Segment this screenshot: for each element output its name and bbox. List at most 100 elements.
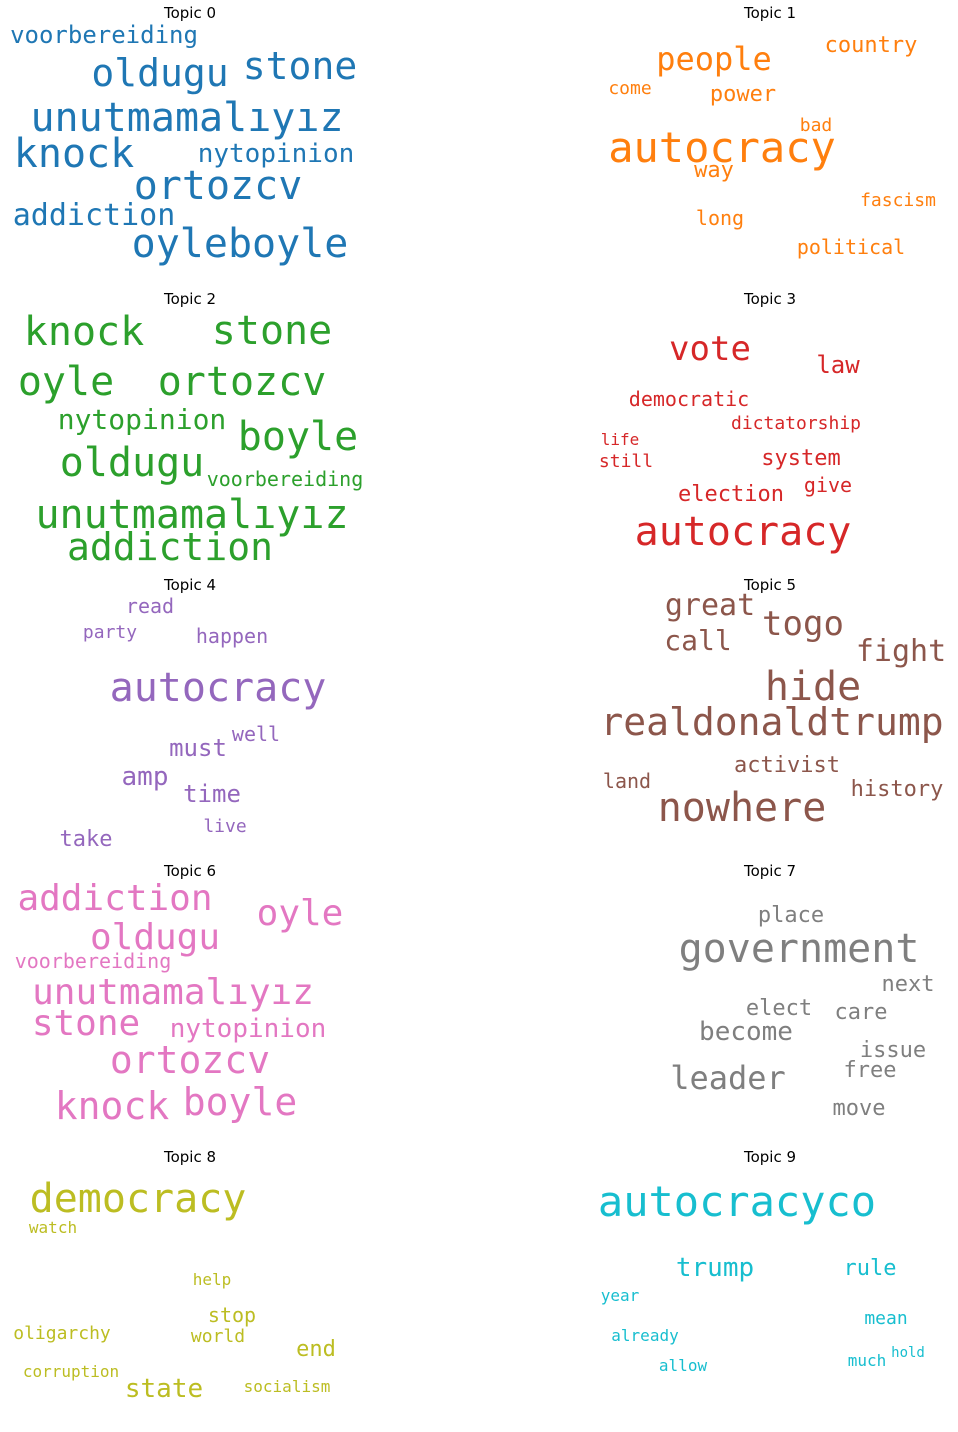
topic-title: Topic 0 (163, 4, 217, 22)
cloud-word: great (664, 588, 756, 623)
cloud-word: ortozcv (109, 1038, 271, 1082)
cloud-word: issue (859, 1038, 927, 1063)
topic-title: Topic 5 (743, 576, 797, 594)
cloud-word: system (761, 446, 841, 471)
topic-title: Topic 7 (743, 862, 797, 880)
cloud-word: boyle (237, 414, 359, 460)
cloud-word: history (850, 777, 944, 802)
cloud-word: ortozcv (157, 359, 327, 405)
topic-panel: Topic 4 autocracy read party happen must well a… (0, 572, 380, 852)
topic-title: Topic 2 (163, 290, 217, 308)
cloud-word: autocracy (634, 509, 852, 555)
cloud-word: bad (799, 115, 833, 136)
cloud-word: election (678, 482, 784, 507)
cloud-word: watch (28, 1218, 78, 1237)
cloud-word: nytopinion (57, 403, 227, 436)
cloud-word: knock (54, 1084, 170, 1128)
cloud-word: socialism (243, 1377, 331, 1396)
cloud-word: world (190, 1326, 246, 1347)
cloud-word: government (678, 926, 920, 972)
cloud-word: read (125, 594, 175, 618)
cloud-word: mean (864, 1308, 908, 1329)
topic-panel: Topic 3 autocracy vote law democratic dictato… (580, 286, 958, 566)
topic-panel: Topic 7 government place next elect care becom… (580, 858, 958, 1138)
cloud-word: year (600, 1286, 640, 1305)
cloud-word: state (124, 1374, 204, 1404)
cloud-word: much (847, 1351, 887, 1370)
cloud-word: boyle (182, 1080, 298, 1124)
topic-panel: Topic 6 addiction oyle oldugu voorbereiding u… (0, 858, 380, 1138)
cloud-word: democratic (628, 387, 750, 411)
cloud-word: unutmamalıyız (30, 95, 344, 141)
cloud-word: time (183, 780, 241, 808)
cloud-word: move (832, 1096, 886, 1121)
cloud-word: life (600, 430, 640, 449)
cloud-word: oligarchy (13, 1323, 111, 1344)
topic-panel: Topic 5 hide realdonaldtrump nowhere great to… (580, 572, 958, 852)
topic-panel: Topic 9 autocracyco trump rule year mean alrea… (580, 1144, 958, 1424)
cloud-word: oyleboyle (131, 221, 349, 267)
cloud-word: stop (207, 1303, 257, 1327)
cloud-word: unutmamalıyız (32, 972, 314, 1013)
cloud-word: fascism (860, 190, 936, 211)
cloud-word: addiction (67, 525, 273, 569)
cloud-word: take (59, 827, 113, 852)
cloud-word: stone (242, 44, 358, 88)
cloud-word: hide (764, 664, 862, 710)
cloud-word: country (824, 33, 918, 58)
cloud-word: knock (23, 309, 145, 355)
topic-title: Topic 4 (163, 576, 217, 594)
cloud-word: come (608, 78, 652, 99)
cloud-word: autocracy (109, 665, 327, 711)
cloud-word: voorbereiding (14, 949, 172, 973)
cloud-word: elect (745, 996, 813, 1021)
cloud-word: democracy (29, 1176, 247, 1222)
cloud-word: leader (670, 1059, 786, 1097)
cloud-word: stone (31, 1003, 141, 1044)
cloud-word: trump (675, 1253, 755, 1283)
cloud-word: togo (762, 604, 844, 644)
cloud-word: power (709, 82, 777, 107)
topic-panel: Topic 8 democracy watch help stop oligarchy wo… (0, 1144, 380, 1424)
cloud-word: oldugu (59, 440, 205, 486)
cloud-word: political (796, 235, 906, 259)
topic-title: Topic 3 (743, 290, 797, 308)
cloud-word: must (169, 734, 227, 762)
cloud-word: realdonaldtrump (600, 700, 944, 744)
cloud-word: call (664, 624, 732, 657)
cloud-word: activist (734, 753, 840, 778)
cloud-word: oldugu (89, 917, 221, 958)
cloud-word: happen (195, 624, 269, 648)
cloud-word: autocracyco (597, 1177, 877, 1226)
cloud-word: voorbereiding (206, 467, 364, 491)
cloud-word: vote (669, 329, 751, 369)
cloud-word: land (602, 769, 652, 793)
topic-title: Topic 8 (163, 1148, 217, 1166)
topic-panel: Topic 2 knock stone oyle ortozcv nytopinion bo… (0, 286, 380, 566)
topic-title: Topic 6 (163, 862, 217, 880)
cloud-word: next (881, 972, 935, 997)
cloud-word: addiction (12, 198, 176, 233)
cloud-word: nytopinion (169, 1014, 327, 1044)
cloud-word: oldugu (91, 51, 229, 95)
cloud-word: nowhere (657, 785, 827, 831)
cloud-word: autocracy (608, 123, 836, 172)
cloud-word: give (803, 473, 853, 497)
cloud-word: oyle (17, 359, 115, 405)
cloud-word: end (296, 1337, 336, 1362)
topic-title: Topic 1 (743, 4, 797, 22)
cloud-word: amp (121, 762, 169, 792)
cloud-word: oyle (256, 893, 344, 934)
cloud-word: unutmamalıyız (35, 492, 349, 538)
cloud-word: long (695, 206, 745, 230)
cloud-word: care (834, 1000, 888, 1025)
cloud-word: nytopinion (197, 139, 355, 169)
cloud-word: corruption (22, 1362, 120, 1381)
cloud-word: party (82, 622, 138, 643)
topic-panel: Topic 1 autocracy people country power come ba… (580, 0, 958, 280)
cloud-word: addiction (17, 878, 213, 919)
cloud-word: still (598, 451, 654, 472)
cloud-word: place (757, 903, 825, 928)
cloud-word: well (231, 722, 281, 746)
